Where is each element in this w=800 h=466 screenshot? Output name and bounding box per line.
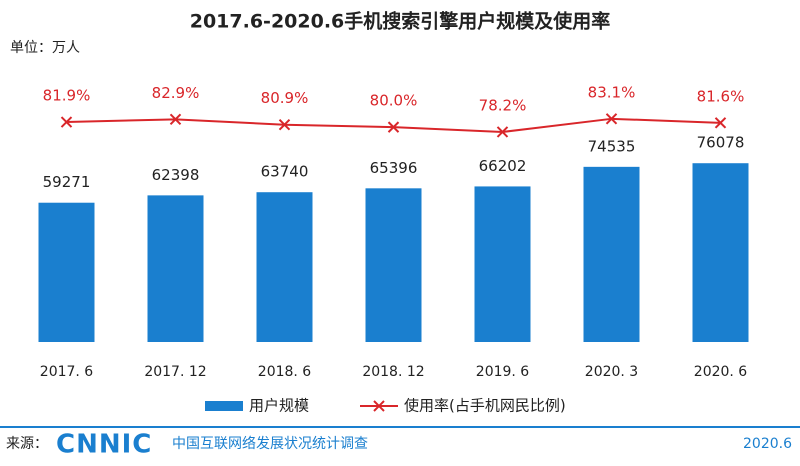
marker-stroke (169, 113, 182, 126)
marker-stroke (387, 121, 400, 133)
bar (365, 188, 422, 342)
line-marker (278, 119, 291, 131)
marker-stroke (605, 113, 618, 125)
marker-stroke (373, 400, 385, 412)
source-survey: 中国互联网络发展状况统计调查 (172, 436, 368, 452)
line-value-label: 80.9% (261, 89, 309, 107)
bar-value-label: 63740 (261, 163, 309, 181)
line-marker (496, 126, 509, 138)
marker-stroke (278, 119, 291, 131)
bar (147, 195, 204, 342)
line-marker (605, 113, 618, 125)
legend-marker (373, 400, 385, 412)
marker-stroke (496, 126, 509, 138)
bar-value-label: 74535 (588, 137, 636, 155)
legend-swatch (205, 401, 243, 411)
line-value-label: 80.0% (370, 92, 418, 110)
x-tick-label: 2018. 6 (258, 364, 312, 380)
bar (474, 186, 531, 342)
source-label: 来源： (6, 436, 48, 452)
x-tick-label: 2017. 12 (144, 364, 206, 380)
line-marker (387, 121, 400, 133)
bar-value-label: 59271 (43, 173, 91, 191)
line-value-label: 78.2% (479, 96, 527, 114)
line-value-label: 81.6% (697, 87, 745, 105)
bar-value-label: 66202 (479, 157, 527, 175)
line-value-label: 81.9% (43, 87, 91, 105)
x-tick-label: 2020. 6 (694, 364, 748, 380)
bar-value-label: 62398 (152, 166, 200, 184)
line-value-label: 83.1% (588, 83, 636, 101)
x-tick-label: 2018. 12 (362, 364, 424, 380)
unit-label: 单位：万人 (10, 40, 80, 56)
bar (583, 166, 640, 342)
x-tick-label: 2020. 3 (585, 364, 638, 380)
line-marker (60, 116, 73, 128)
x-tick-label: 2019. 6 (476, 364, 530, 380)
source-org: CNNIC (56, 430, 152, 460)
bar (38, 202, 95, 342)
bar (256, 192, 313, 342)
marker-stroke (714, 117, 727, 129)
marker-stroke (60, 116, 73, 128)
source-date: 2020.6 (743, 436, 792, 452)
bar-value-label: 76078 (697, 134, 745, 152)
line-value-label: 82.9% (152, 84, 200, 102)
x-tick-label: 2017. 6 (40, 364, 94, 380)
chart-title: 2017.6-2020.6手机搜索引擎用户规模及使用率 (190, 10, 611, 33)
line-marker (169, 113, 182, 126)
legend-label: 用户规模 (249, 397, 309, 415)
bar-value-label: 65396 (370, 159, 418, 177)
legend-label: 使用率(占手机网民比例) (404, 397, 566, 415)
line-marker (714, 117, 727, 129)
bar (692, 163, 749, 342)
